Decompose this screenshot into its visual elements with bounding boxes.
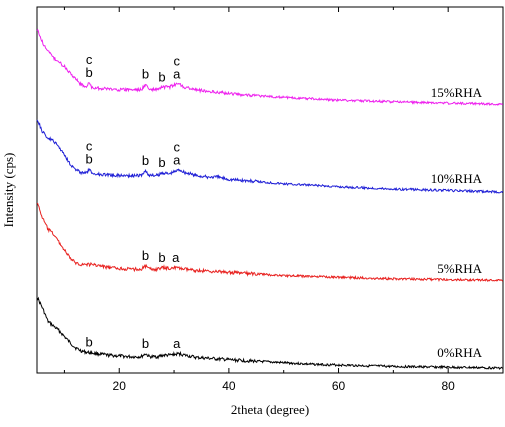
x-axis: 20 40 60 80 — [63, 7, 504, 393]
peak-label: b — [142, 153, 149, 168]
series-label: 10%RHA — [431, 171, 483, 186]
x-tick-label: 20 — [113, 379, 127, 393]
y-axis-title: Intensity (cps) — [1, 153, 16, 228]
x-axis-title: 2theta (degree) — [231, 402, 309, 417]
peak-label: a — [172, 250, 180, 265]
peak-label: c — [86, 52, 93, 67]
peak-label: b — [85, 335, 92, 350]
series-line-5pctrha — [36, 202, 504, 282]
series-label: 5%RHA — [437, 261, 482, 276]
peak-label: b — [142, 248, 149, 263]
peak-label: b — [142, 67, 149, 82]
peak-label: a — [173, 153, 181, 168]
peak-label: a — [173, 67, 181, 82]
x-tick-label: 60 — [332, 379, 346, 393]
peak-label: b — [142, 336, 149, 351]
series-label: 0%RHA — [437, 345, 482, 360]
x-tick-label: 80 — [441, 379, 455, 393]
peak-label: b — [85, 152, 92, 167]
series-line-10pctrha — [36, 119, 504, 194]
series-lines — [36, 28, 504, 370]
peak-label: a — [173, 336, 181, 351]
peak-label: b — [158, 69, 165, 84]
series-line-15pctrha — [36, 28, 504, 106]
peak-label: b — [85, 65, 92, 80]
peak-label: b — [158, 250, 165, 265]
series-line-0pctrha — [36, 296, 503, 370]
series-label: 15%RHA — [431, 85, 483, 100]
peak-label: b — [158, 155, 165, 170]
peak-label: c — [174, 140, 181, 155]
peak-label: c — [86, 139, 93, 154]
peak-label: c — [174, 54, 181, 69]
plot-frame — [36, 6, 504, 374]
x-tick-label: 40 — [222, 379, 236, 393]
